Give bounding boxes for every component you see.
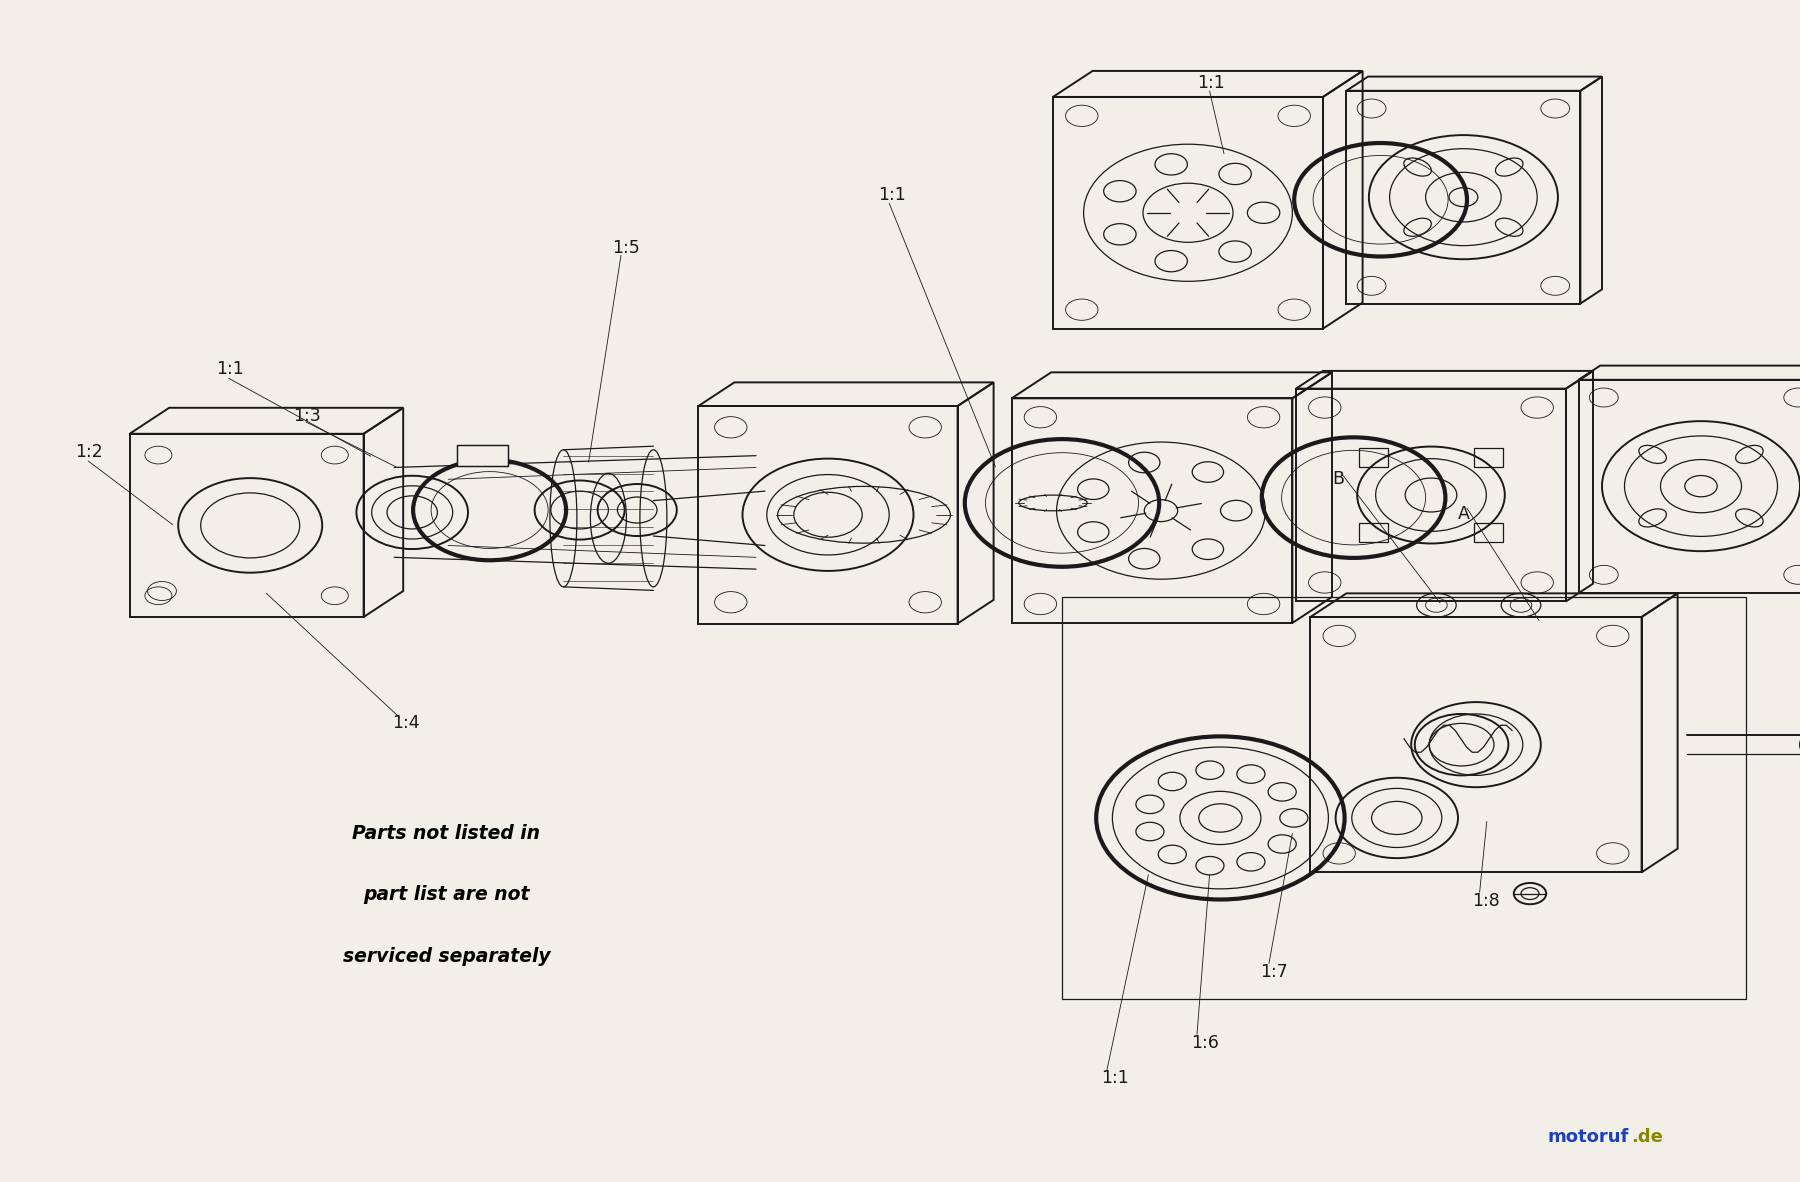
Text: .de: .de — [1631, 1128, 1663, 1147]
Text: 1:1: 1:1 — [878, 186, 905, 204]
Text: part list are not: part list are not — [364, 885, 529, 904]
Text: 1:7: 1:7 — [1260, 962, 1287, 981]
Text: 1:6: 1:6 — [1192, 1033, 1219, 1052]
Text: 1:5: 1:5 — [612, 239, 639, 258]
Bar — [1474, 448, 1503, 467]
Bar — [1062, 597, 1746, 999]
Text: 1:3: 1:3 — [293, 407, 320, 426]
Text: serviced separately: serviced separately — [342, 947, 551, 966]
Bar — [1359, 448, 1388, 467]
Text: 1:1: 1:1 — [216, 359, 243, 378]
Text: 1:2: 1:2 — [76, 442, 103, 461]
Text: 1:1: 1:1 — [1197, 73, 1224, 92]
Text: Parts not listed in: Parts not listed in — [353, 824, 540, 843]
Text: 1:1: 1:1 — [1102, 1069, 1129, 1087]
Text: 1:8: 1:8 — [1472, 891, 1499, 910]
Text: A: A — [1458, 505, 1471, 524]
Text: motoruf: motoruf — [1548, 1128, 1629, 1147]
Text: B: B — [1332, 469, 1345, 488]
Bar — [1359, 524, 1388, 543]
Bar — [457, 444, 508, 466]
Bar — [1474, 524, 1503, 543]
Text: 1:4: 1:4 — [392, 714, 419, 733]
